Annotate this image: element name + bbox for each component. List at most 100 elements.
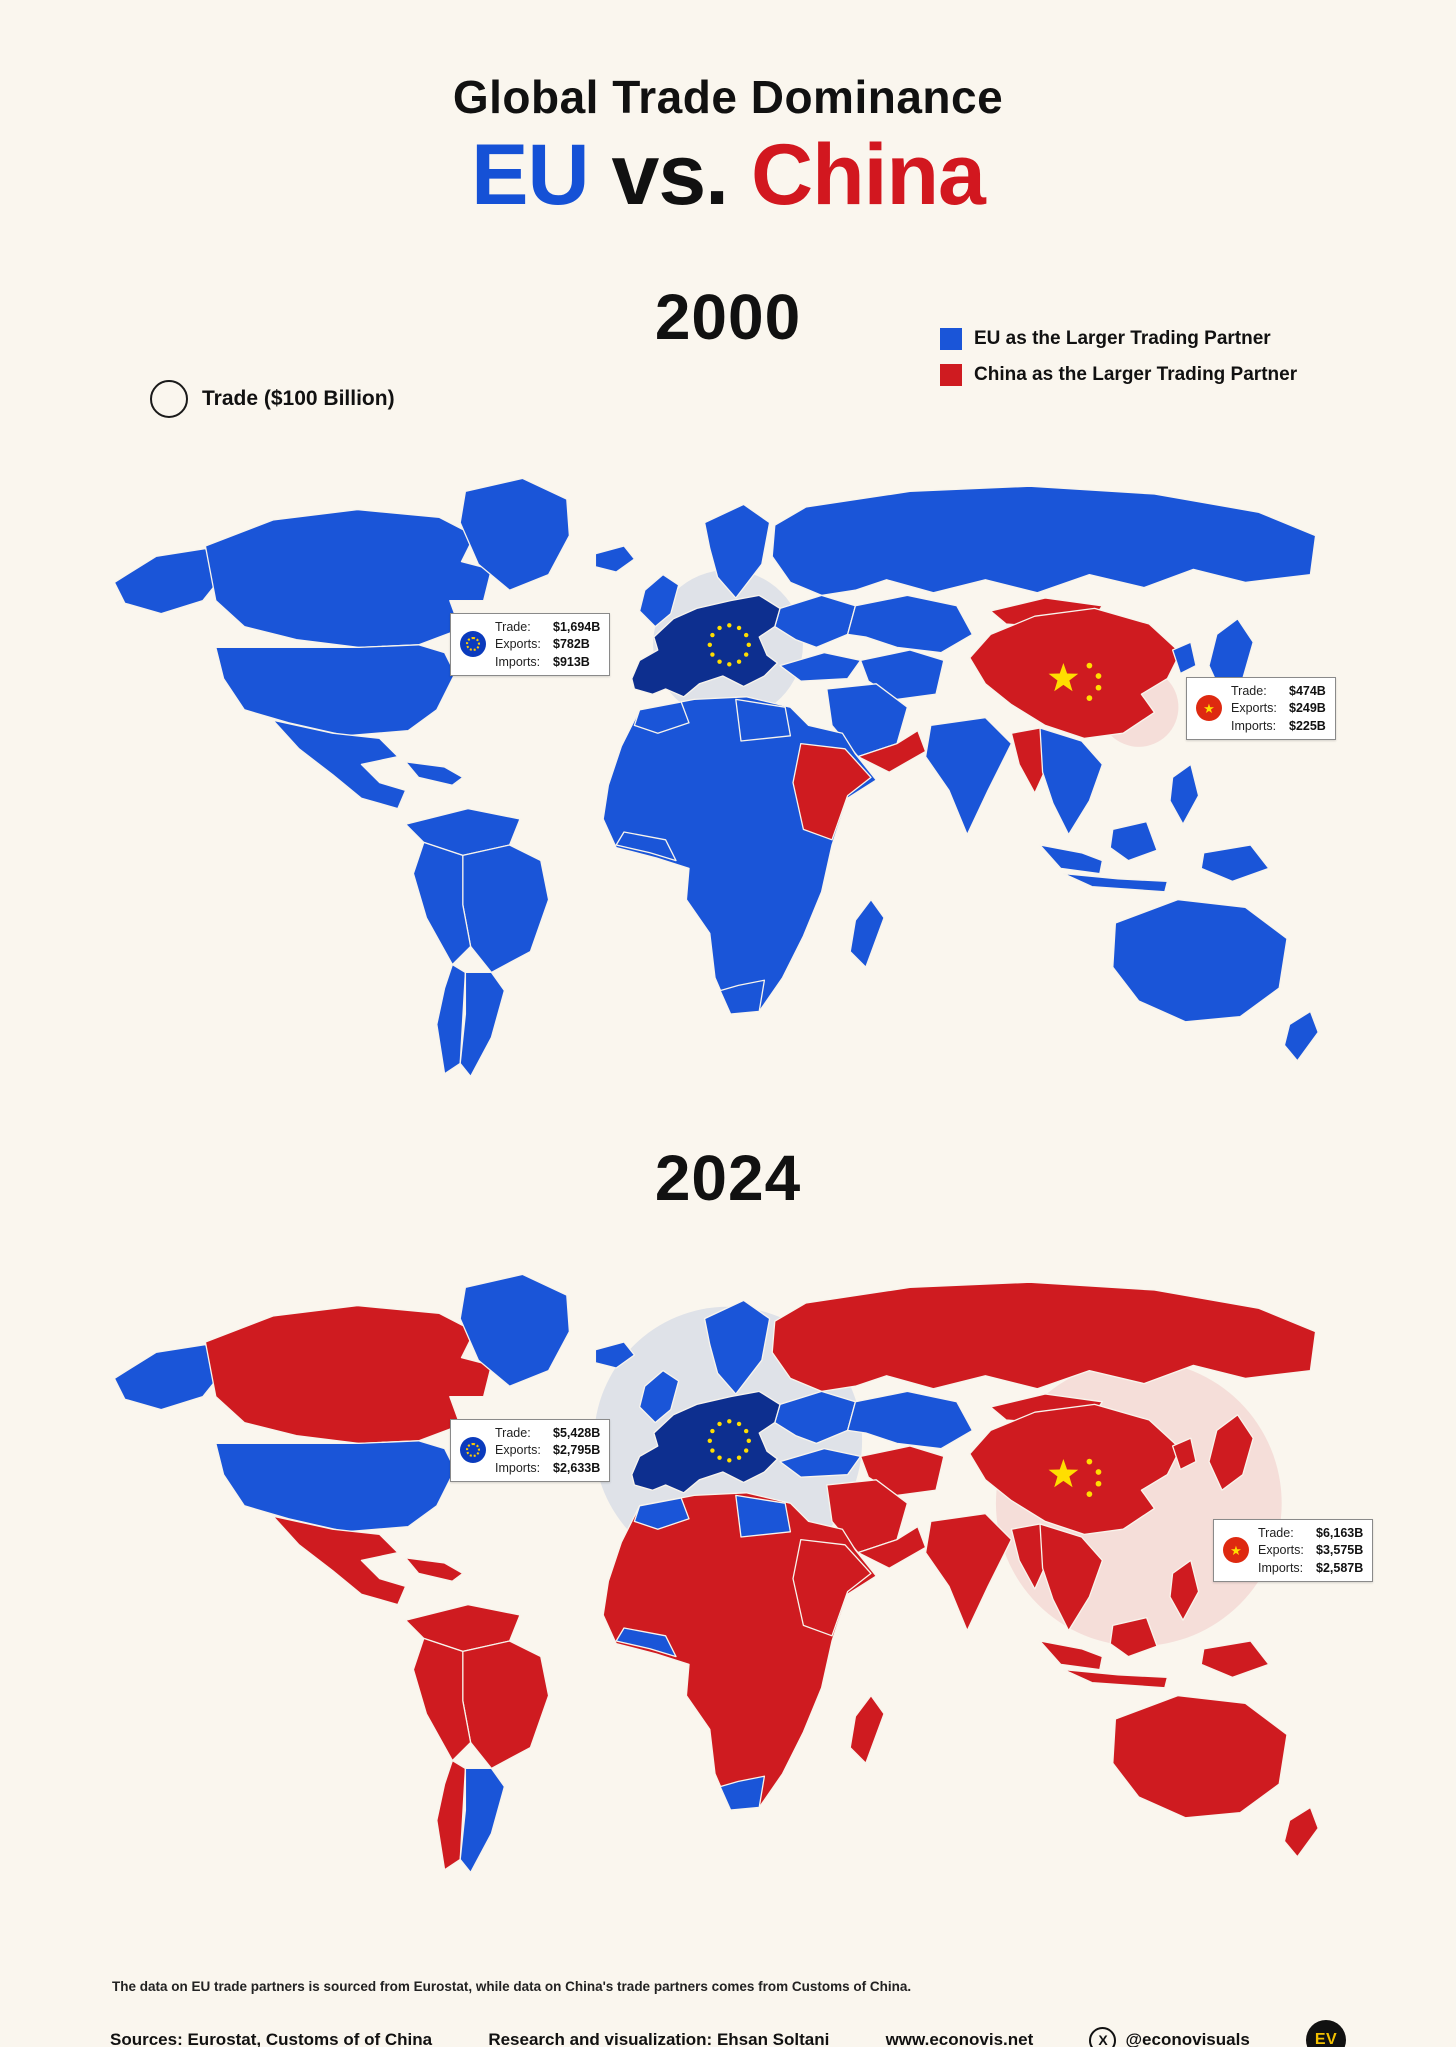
region-andes bbox=[412, 1637, 472, 1762]
eu-flag-icon bbox=[460, 631, 486, 658]
region-usa bbox=[215, 644, 456, 737]
stat-label: Imports: bbox=[1231, 718, 1277, 733]
eu-star bbox=[727, 1419, 732, 1424]
region-india bbox=[924, 1512, 1013, 1632]
region-mexico bbox=[272, 1515, 407, 1606]
legend-key-eu: EU as the Larger Trading Partner bbox=[940, 328, 1297, 350]
footer-research: Research and visualization: Ehsan Soltan… bbox=[488, 2030, 830, 2047]
china-swatch-icon bbox=[940, 364, 962, 386]
x-icon: X bbox=[1089, 2026, 1117, 2047]
eu-stats-2000: Trade: $1,694B Exports: $782B Imports: $913… bbox=[450, 613, 611, 676]
legend-key-china-label: China as the Larger Trading Partner bbox=[974, 364, 1298, 385]
region-japan bbox=[1208, 1414, 1254, 1491]
region-oman_yemen bbox=[857, 729, 927, 773]
eu-star bbox=[746, 1438, 752, 1444]
eu-star bbox=[743, 1428, 749, 1434]
stat-label: Trade: bbox=[1231, 684, 1267, 698]
stat-value: $2,795B bbox=[553, 1443, 601, 1458]
region-brazil bbox=[462, 844, 550, 974]
region-philippines bbox=[1169, 763, 1200, 825]
region-mexico bbox=[272, 719, 407, 810]
world-map-2024 bbox=[113, 1273, 1319, 1874]
region-uk bbox=[638, 573, 680, 628]
china-stats-2024: ★ Trade: $6,163B Exports: $3,575B Imports:… bbox=[1213, 1519, 1374, 1582]
section-head-2000: 2000 Trade ($100 Billion) EU as the Larg… bbox=[0, 280, 1456, 455]
eu-star bbox=[717, 1455, 722, 1460]
world-map-2000 bbox=[113, 477, 1319, 1078]
region-russia bbox=[771, 1281, 1317, 1393]
region-africa bbox=[602, 696, 877, 1015]
region-indonesia bbox=[1039, 1640, 1169, 1689]
eu-star bbox=[710, 1448, 715, 1453]
region-china bbox=[969, 1403, 1182, 1536]
region-india bbox=[924, 716, 1013, 836]
eu-star bbox=[746, 642, 752, 648]
footer-website-link[interactable]: www.econovis.net bbox=[885, 2030, 1034, 2047]
stat-value: $3,575B bbox=[1316, 1543, 1364, 1558]
eu-star bbox=[736, 1455, 742, 1460]
region-iceland bbox=[594, 1341, 636, 1369]
region-south_africa_tip bbox=[719, 1775, 766, 1811]
eu-flag-icon bbox=[460, 1437, 486, 1464]
region-new_guinea bbox=[1200, 844, 1270, 883]
region-caribbean bbox=[404, 1557, 464, 1582]
region-central_asia bbox=[846, 1390, 974, 1450]
stat-label: Trade: bbox=[495, 1426, 531, 1440]
map-2000-wrap: Trade: $1,694B Exports: $782B Imports: $913… bbox=[78, 455, 1378, 1131]
region-south_africa_tip bbox=[719, 979, 766, 1015]
region-russia bbox=[771, 485, 1317, 597]
region-usa bbox=[215, 1440, 456, 1533]
world-regions bbox=[113, 477, 1319, 1078]
region-scandinavia bbox=[703, 1299, 771, 1395]
region-andes bbox=[412, 841, 472, 966]
region-central_asia bbox=[846, 594, 974, 654]
trade-scale-label: Trade ($100 Billion) bbox=[202, 387, 395, 410]
region-sudan_ethiopia bbox=[792, 742, 872, 841]
region-eastern_europe bbox=[774, 594, 857, 649]
region-madagascar bbox=[849, 898, 885, 968]
region-turkey bbox=[779, 1447, 862, 1478]
region-morocco bbox=[633, 1497, 690, 1530]
footer-sources: Sources: Eurostat, Customs of of China bbox=[110, 2030, 433, 2047]
stat-value: $474B bbox=[1289, 684, 1326, 698]
region-australia bbox=[1112, 1694, 1288, 1819]
region-africa bbox=[602, 1492, 877, 1811]
footer: Sources: Eurostat, Customs of of China R… bbox=[0, 2020, 1456, 2047]
trade-scale-circle-icon bbox=[150, 380, 188, 418]
page-subtitle: EU vs. China bbox=[0, 126, 1456, 225]
subtitle-vs: vs. bbox=[611, 127, 730, 223]
region-europe_eu bbox=[631, 1390, 781, 1494]
region-australia bbox=[1112, 898, 1288, 1023]
stat-label: Exports: bbox=[495, 1443, 541, 1458]
region-eastern_europe bbox=[774, 1390, 857, 1445]
region-china bbox=[969, 607, 1182, 740]
stat-value: $2,633B bbox=[553, 1460, 601, 1475]
region-greenland bbox=[459, 1273, 571, 1387]
china-flag-emblem bbox=[1048, 662, 1102, 701]
region-indochina bbox=[1039, 1523, 1104, 1632]
eu-swatch-icon bbox=[940, 328, 962, 350]
world-regions bbox=[113, 1273, 1319, 1874]
eu-star bbox=[707, 1438, 713, 1444]
region-europe_eu bbox=[631, 594, 781, 698]
region-korea bbox=[1171, 1437, 1197, 1471]
year-heading-2024: 2024 bbox=[654, 1142, 802, 1214]
region-borneo bbox=[1109, 1616, 1158, 1658]
stat-value: $5,428B bbox=[553, 1426, 601, 1440]
eu-star bbox=[727, 623, 732, 628]
region-new_zealand bbox=[1283, 1806, 1319, 1858]
header: Global Trade Dominance EU vs. China bbox=[0, 0, 1456, 225]
china-flag-icon: ★ bbox=[1196, 695, 1222, 722]
region-korea bbox=[1171, 641, 1197, 675]
region-gulf_guinea bbox=[615, 831, 677, 862]
region-myanmar bbox=[1010, 1523, 1049, 1590]
region-argentina bbox=[459, 971, 506, 1078]
eu-star bbox=[717, 625, 722, 631]
eu-star bbox=[743, 632, 749, 638]
region-new_guinea bbox=[1200, 1640, 1270, 1679]
eu-star bbox=[717, 1421, 722, 1427]
footer-social[interactable]: X @econovisuals bbox=[1089, 2026, 1250, 2047]
eu-star bbox=[710, 1428, 715, 1434]
eu-stats-2024: Trade: $5,428B Exports: $2,795B Imports: $2… bbox=[450, 1419, 611, 1482]
